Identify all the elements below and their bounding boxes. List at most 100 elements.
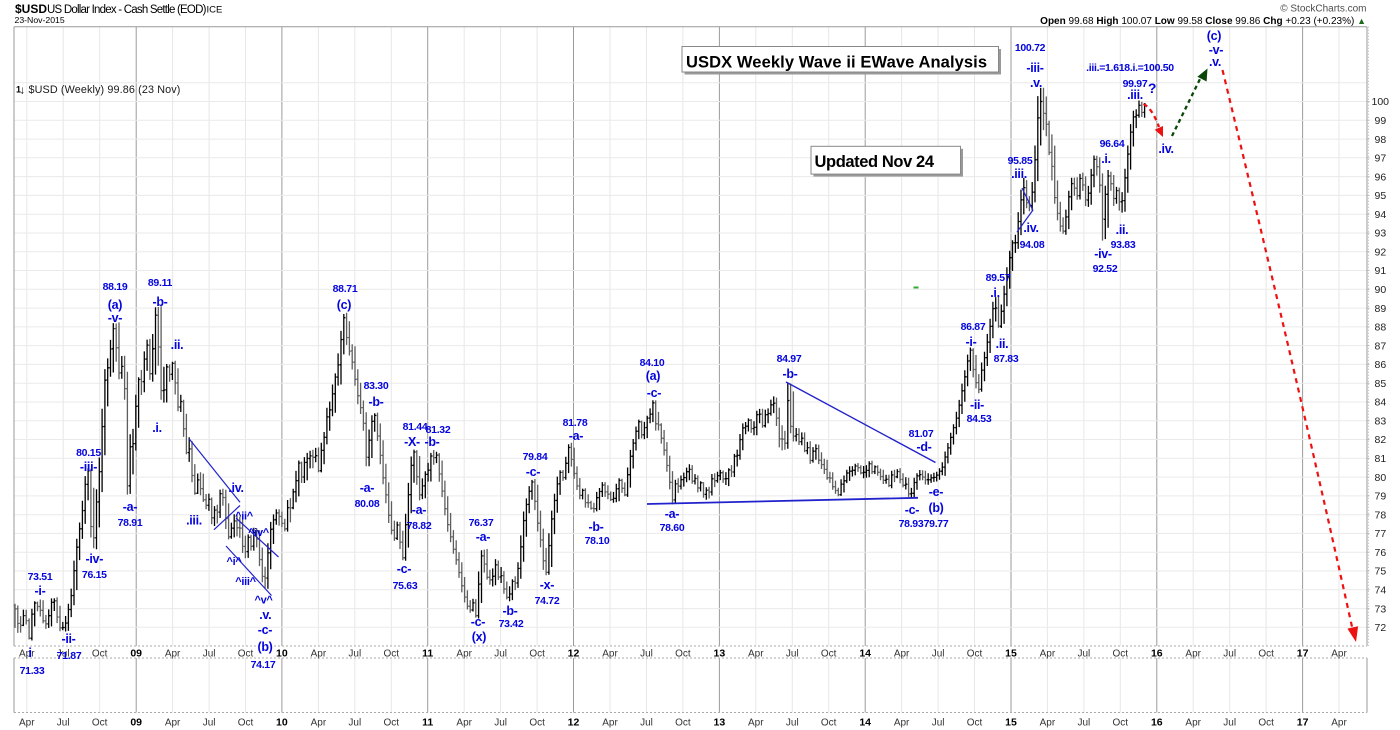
svg-text:16: 16 (1151, 648, 1163, 660)
svg-text:88.71: 88.71 (333, 283, 358, 295)
svg-text:?: ? (1148, 80, 1156, 96)
svg-text:Apr: Apr (19, 718, 35, 729)
svg-text:-v-: -v- (108, 311, 123, 325)
svg-text:Oct: Oct (92, 718, 108, 729)
svg-text:Apr: Apr (602, 718, 618, 729)
svg-text:16: 16 (1151, 717, 1163, 729)
svg-text:(b): (b) (928, 501, 943, 515)
svg-text:(x): (x) (472, 630, 487, 644)
svg-text:-v-: -v- (1209, 43, 1224, 57)
svg-text:(b): (b) (257, 640, 272, 654)
svg-text:-iv-: -iv- (86, 552, 104, 566)
svg-text:77: 77 (1375, 528, 1387, 540)
svg-text:-c-: -c- (647, 386, 662, 400)
svg-text:71.33: 71.33 (20, 665, 45, 677)
svg-text:-iii-: -iii- (1026, 61, 1043, 75)
svg-text:-X-: -X- (404, 435, 420, 449)
svg-text:93.83: 93.83 (1111, 239, 1136, 251)
svg-text:-ii-: -ii- (61, 632, 75, 646)
svg-text:Apr: Apr (456, 718, 472, 729)
svg-text:84.53: 84.53 (967, 413, 992, 425)
svg-text:81.07: 81.07 (909, 428, 934, 440)
svg-text:© StockCharts.com: © StockCharts.com (1280, 4, 1366, 15)
svg-text:13: 13 (714, 717, 726, 729)
svg-text:Oct: Oct (967, 718, 983, 729)
svg-text:Apr: Apr (894, 718, 910, 729)
svg-text:.iii.=1.618.i.=100.50: .iii.=1.618.i.=100.50 (1086, 62, 1174, 74)
svg-text:87.83: 87.83 (994, 353, 1019, 365)
svg-text:89.11: 89.11 (148, 277, 173, 289)
svg-text:.ii.: .ii. (171, 338, 184, 352)
svg-text:-b-: -b- (502, 604, 517, 618)
svg-text:Oct: Oct (384, 718, 400, 729)
svg-text:Jul: Jul (786, 649, 799, 660)
svg-text:Jul: Jul (348, 649, 361, 660)
svg-text:100.72: 100.72 (1015, 42, 1046, 54)
svg-text:92: 92 (1375, 246, 1387, 258)
svg-text:-c-: -c- (258, 623, 273, 637)
svg-text:Oct: Oct (675, 649, 691, 660)
svg-text:Updated Nov 24: Updated Nov 24 (815, 153, 935, 171)
svg-text:96.64: 96.64 (1100, 138, 1125, 150)
svg-text:78.93: 78.93 (899, 518, 924, 530)
svg-text:78.82: 78.82 (407, 520, 432, 532)
svg-text:86: 86 (1375, 359, 1387, 371)
svg-text:Jul: Jul (1078, 718, 1091, 729)
svg-text:72: 72 (1375, 622, 1387, 634)
svg-text:14: 14 (859, 648, 871, 660)
svg-text:Jul: Jul (203, 649, 216, 660)
svg-text:Oct: Oct (92, 649, 108, 660)
svg-text:89.57: 89.57 (986, 272, 1011, 284)
svg-text:Oct: Oct (821, 649, 837, 660)
svg-text:Jul: Jul (494, 649, 507, 660)
svg-text:93: 93 (1375, 228, 1387, 240)
svg-text:Apr: Apr (456, 649, 472, 660)
svg-text:Apr: Apr (311, 649, 327, 660)
svg-text:-c-: -c- (905, 503, 920, 517)
svg-text:86.87: 86.87 (961, 321, 986, 333)
svg-text:97: 97 (1375, 153, 1387, 165)
svg-text:73: 73 (1375, 603, 1387, 615)
svg-text:Jul: Jul (932, 718, 945, 729)
svg-text:^ii^: ^ii^ (235, 511, 254, 523)
svg-text:Apr: Apr (1185, 718, 1201, 729)
svg-text:-a-: -a- (123, 500, 138, 514)
svg-text:99: 99 (1375, 115, 1387, 127)
svg-text:Oct: Oct (384, 649, 400, 660)
svg-text:100: 100 (1372, 96, 1390, 108)
svg-text:(a): (a) (646, 369, 661, 383)
svg-text:Apr: Apr (602, 649, 618, 660)
svg-text:11: 11 (422, 648, 433, 660)
svg-text:89: 89 (1375, 303, 1387, 315)
svg-text:-b-: -b- (424, 435, 439, 449)
svg-text:14: 14 (859, 717, 871, 729)
svg-text:(c): (c) (1207, 29, 1222, 43)
svg-text:98: 98 (1375, 134, 1387, 146)
svg-text:Jul: Jul (57, 718, 70, 729)
svg-text:-c-: -c- (471, 615, 486, 629)
svg-text:-ii-: -ii- (970, 398, 984, 412)
svg-text:^v^: ^v^ (254, 595, 273, 607)
svg-text:90: 90 (1375, 284, 1387, 296)
svg-text:-e-: -e- (929, 485, 944, 499)
svg-text:81: 81 (1375, 453, 1387, 465)
svg-text:ICE: ICE (207, 4, 223, 15)
svg-text:83.30: 83.30 (364, 380, 389, 392)
svg-text:Oct: Oct (529, 718, 545, 729)
svg-text:-a-: -a- (360, 481, 375, 495)
svg-text:Oct: Oct (967, 649, 983, 660)
svg-text:80.08: 80.08 (355, 498, 380, 510)
svg-text:78.60: 78.60 (660, 522, 685, 534)
svg-text:Apr: Apr (1331, 649, 1347, 660)
svg-text:99.97: 99.97 (1123, 78, 1148, 90)
svg-text:23-Nov-2015: 23-Nov-2015 (15, 15, 65, 25)
svg-text:78.10: 78.10 (585, 535, 610, 547)
svg-text:.iv.: .iv. (1158, 142, 1173, 156)
svg-text:.ii.: .ii. (996, 337, 1009, 351)
svg-text:74: 74 (1375, 585, 1387, 597)
svg-text:.iii.: .iii. (1011, 167, 1027, 181)
svg-text:94.08: 94.08 (1020, 239, 1045, 251)
svg-text:Apr: Apr (165, 718, 181, 729)
svg-text:10: 10 (276, 717, 288, 729)
svg-text:i: i (28, 645, 31, 660)
